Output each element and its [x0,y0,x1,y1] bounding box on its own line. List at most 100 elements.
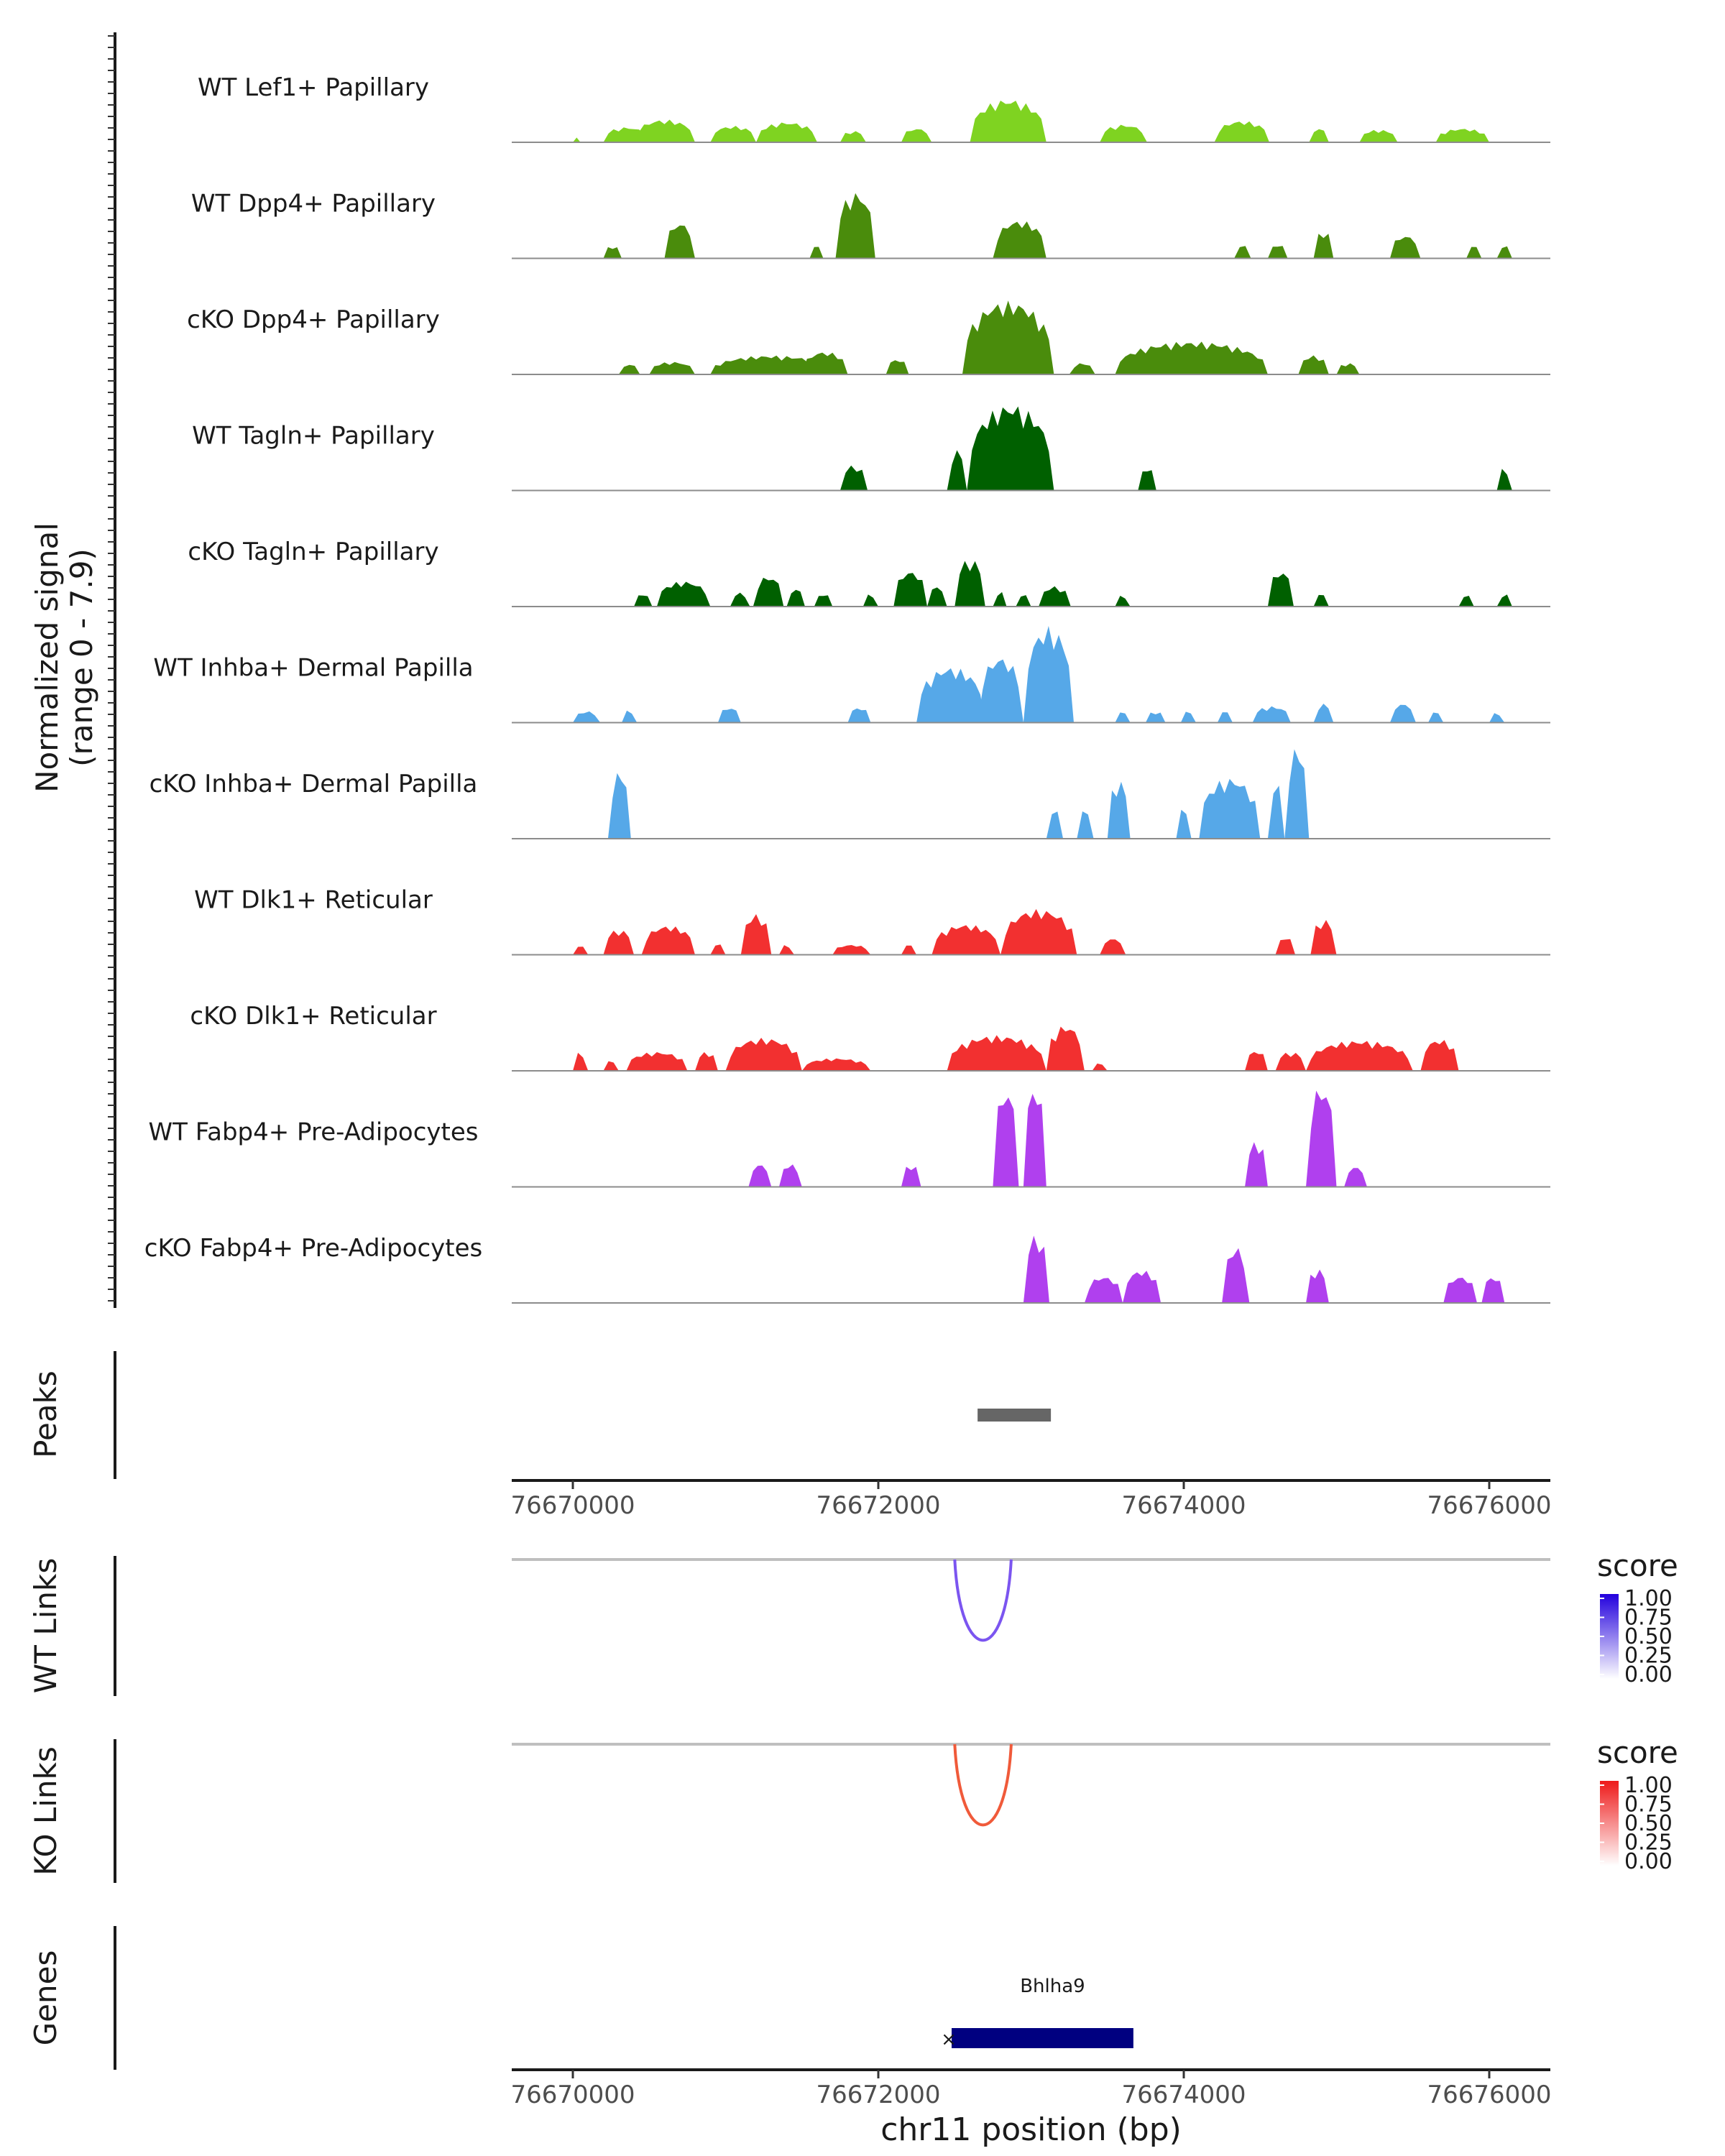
axes: Normalized signal (range 0 - 7.9) 76670000… [29,32,1552,2148]
coverage-peak [1428,712,1444,723]
coverage-peak [916,668,985,723]
coverage-peak [1496,246,1512,259]
coverage-peak [1069,363,1095,374]
coverage-peak [1084,1278,1123,1303]
track-8: WT Dlk1+ Reticular [194,886,1550,956]
genes-panel: Genes Bhlha9 × [28,1926,1133,2070]
coverage-tracks: WT Lef1+ Papillary WT Dpp4+ Papillary cKO … [144,73,1550,1304]
coverage-peak [753,577,784,607]
coverage-peak [1214,121,1269,142]
coverage-peak [618,364,640,374]
coverage-peak [1115,341,1268,374]
track-10: WT Fabp4+ Pre-Adipocytes [149,1090,1550,1188]
coverage-peak [1309,129,1329,142]
coverage-peak [622,710,638,723]
x-tick-label: 76674000 [1121,1491,1246,1520]
coverage-peak [927,587,947,607]
coverage-peak [1145,712,1166,723]
coverage-peak [748,1165,772,1187]
track-2: WT Dpp4+ Papillary [191,190,1550,259]
coverage-peak [603,247,622,259]
coverage-peak [1107,781,1131,839]
coverage-peak [1275,939,1296,955]
track-label: cKO Dlk1+ Reticular [190,1002,436,1031]
coverage-peak [1046,811,1064,839]
track-5: cKO Tagln+ Papillary [188,538,1550,607]
coverage-peak [1180,711,1196,723]
legend-2: score 1.000.750.500.250.00 [1597,1735,1678,1874]
x-tick-label: 76670000 [510,2081,635,2109]
coverage-peak [1481,1278,1505,1303]
x-axis-title: chr11 position (bp) [880,2111,1182,2148]
coverage-peak [832,945,871,955]
track-11: cKO Fabp4+ Pre-Adipocytes [144,1234,1550,1304]
coverage-peak [656,581,711,607]
coverage-y-label-range: (range 0 - 7.9) [64,548,99,767]
coverage-peak [1245,1051,1268,1071]
track-label: WT Inhba+ Dermal Papilla [153,654,473,683]
legend-tick-label: 1.00 [1624,1586,1673,1611]
coverage-peak [954,561,985,607]
coverage-peak [1306,1090,1337,1187]
links-panels: WT Links KO Links [28,1556,1550,1883]
peaks-panel: Peaks [28,1351,1052,1479]
track-3: cKO Dpp4+ Papillary [187,300,1550,375]
legend-title: score [1597,1735,1678,1770]
coverage-peak [1496,469,1512,491]
coverage-peak [1023,1094,1046,1187]
coverage-peak [573,946,589,955]
legend-tick-label: 0.50 [1624,1811,1673,1836]
x-tick-label: 76676000 [1427,2081,1551,2109]
coverage-peak [1344,1168,1367,1187]
coverage-peak [641,926,695,955]
coverage-peak [1313,594,1329,607]
track-label: cKO Dpp4+ Papillary [187,305,440,334]
x-axis-top: 76670000 76672000 76674000 76676000 [510,1479,1552,1520]
coverage-peak [967,406,1054,491]
coverage-peak [1199,778,1261,839]
coverage-peak [717,709,741,723]
track-9: cKO Dlk1+ Reticular [190,1002,1550,1072]
x-tick-label: 76672000 [816,1491,940,1520]
coverage-peak [1435,129,1489,142]
legend-tick-label: 0.25 [1624,1644,1673,1669]
coverage-peak [778,1164,802,1187]
genes-label: Genes [28,1950,63,2046]
coverage-peak [1267,573,1294,607]
coverage-peak [1023,1235,1049,1303]
coverage-peak [901,945,917,955]
coverage-peak [1389,704,1416,723]
coverage-peak [1313,234,1334,259]
coverage-peak [1443,1277,1477,1303]
coverage-peak [1359,129,1398,142]
coverage-peak [993,1097,1019,1187]
coverage-peak [1489,713,1505,723]
coverage-peak [893,573,927,607]
coverage-peak [1100,124,1147,142]
coverage-peak [1458,596,1474,607]
coverage-peak [947,450,967,491]
coverage-peak [932,925,1000,955]
coverage-peak [626,1052,688,1071]
coverage-peak [573,1052,589,1071]
coverage-peak [1016,595,1031,607]
coverage-peak [664,225,695,259]
coverage-peak [835,193,875,259]
coverage-peak [1466,247,1482,259]
coverage-peak [1039,586,1071,607]
x-tick-label: 76670000 [510,1491,635,1520]
coverage-peak [1313,704,1334,723]
coverage-y-label: Normalized signal [29,522,65,793]
coverage-peak [847,708,871,723]
coverage-peak [1217,712,1233,723]
gene-name: Bhlha9 [1020,1976,1085,1997]
coverage-peak [1306,1041,1413,1071]
peaks-label: Peaks [28,1370,63,1458]
coverage-peak [886,360,909,374]
legends: score1.000.750.500.250.00score1.000.750.… [1597,1548,1678,1874]
coverage-peak [725,1038,802,1071]
track-label: WT Dpp4+ Papillary [191,190,436,218]
coverage-peak [947,1035,1046,1071]
coverage-peak [1496,594,1512,607]
